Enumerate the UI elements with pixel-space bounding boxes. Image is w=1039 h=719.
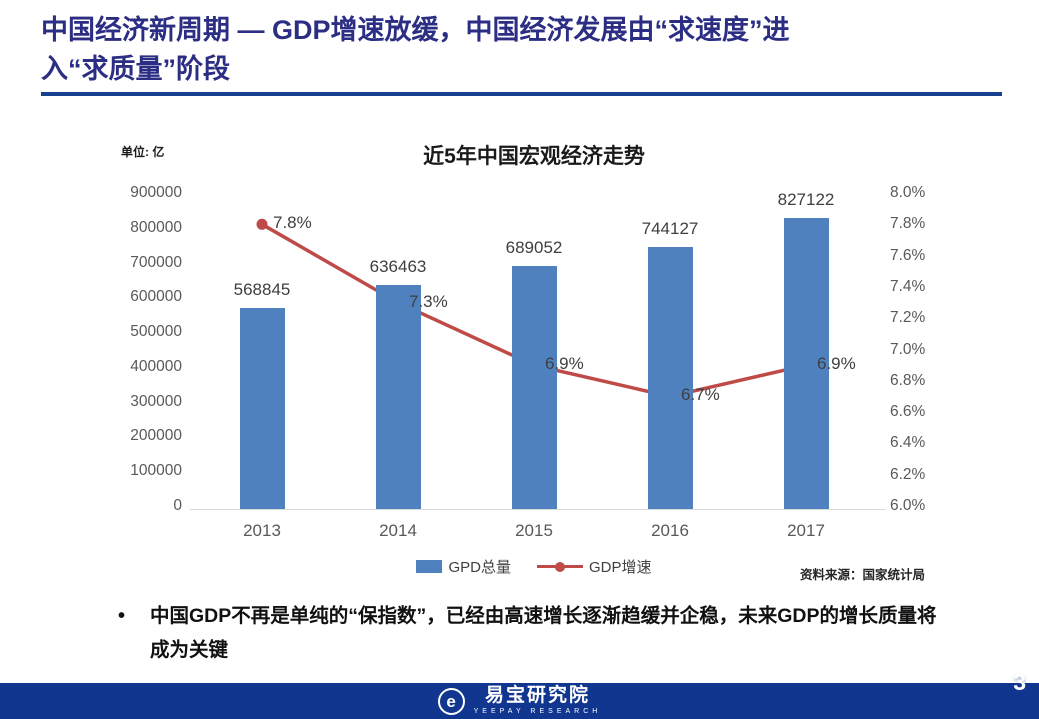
x-axis-label-2015: 2015 bbox=[515, 521, 553, 540]
y-axis-right-tick: 6.8% bbox=[890, 371, 926, 389]
y-axis-left-tick: 100000 bbox=[130, 462, 182, 480]
bullet-marker: • bbox=[118, 605, 126, 627]
x-axis-baseline bbox=[190, 509, 886, 510]
legend-bar-swatch-icon bbox=[416, 560, 443, 573]
chart-legend: GPD总量 GDP增速 bbox=[194, 556, 874, 577]
bar-value-label-2017: 827122 bbox=[777, 190, 835, 210]
y-axis-left-tick: 900000 bbox=[130, 184, 182, 201]
legend-label-gdp-total: GPD总量 bbox=[448, 559, 511, 576]
y-axis-left-tick: 400000 bbox=[130, 357, 182, 375]
y-axis-left-tick: 200000 bbox=[130, 427, 182, 445]
line-point-label-2013: 7.8% bbox=[273, 213, 312, 233]
brand-name-cn: 易宝研究院 bbox=[484, 685, 590, 706]
bar-2016 bbox=[647, 247, 693, 509]
y-axis-left-tick: 600000 bbox=[130, 288, 182, 306]
y-axis-right-tick: 8.0% bbox=[890, 184, 926, 201]
brand-block: 易宝研究院 YEEPAY RESEARCH bbox=[474, 686, 602, 716]
x-axis-label-2017: 2017 bbox=[787, 521, 825, 540]
y-axis-right-tick: 6.2% bbox=[890, 465, 926, 483]
bar-2015 bbox=[511, 266, 557, 509]
bar-value-label-2016: 744127 bbox=[641, 219, 699, 239]
yeepay-logo-icon: e bbox=[437, 687, 465, 715]
legend-line-swatch-icon bbox=[537, 561, 583, 572]
y-axis-left-tick: 800000 bbox=[130, 218, 182, 236]
title-underline bbox=[41, 92, 1002, 96]
x-axis-label-2013: 2013 bbox=[243, 521, 281, 540]
slide-title-line2: 入“求质量”阶段 bbox=[41, 54, 230, 84]
bullet-text: 中国GDP不再是单纯的“保指数”，已经由高速增长逐渐趋缓并企稳，未来GDP的增长… bbox=[150, 605, 937, 661]
y-axis-right-tick: 7.4% bbox=[890, 277, 926, 295]
bar-value-label-2014: 636463 bbox=[369, 256, 427, 276]
x-axis-label-2016: 2016 bbox=[651, 521, 689, 540]
bar-value-label-2015: 689052 bbox=[505, 238, 563, 258]
y-axis-right-tick: 6.0% bbox=[890, 497, 926, 514]
y-axis-right-tick: 6.4% bbox=[890, 434, 926, 452]
legend-item-gdp-total: GPD总量 bbox=[416, 556, 511, 577]
line-point-label-2016: 6.7% bbox=[681, 385, 720, 405]
slide-title: 中国经济新周期 — GDP增速放缓，中国经济发展由“求速度”进 入“求质量”阶段 bbox=[41, 11, 1006, 89]
bar-2017 bbox=[783, 218, 829, 509]
line-point-label-2017: 6.9% bbox=[817, 354, 856, 374]
y-axis-right-tick: 7.0% bbox=[890, 340, 926, 358]
slide-title-line1: 中国经济新周期 — GDP增速放缓，中国经济发展由“求速度”进 bbox=[41, 15, 790, 45]
brand-name-en: YEEPAY RESEARCH bbox=[473, 708, 602, 715]
chart-unit-label: 单位: 亿 bbox=[121, 145, 165, 159]
chart-title: 近5年中国宏观经济走势 bbox=[423, 145, 645, 168]
page-number: 3 bbox=[1013, 669, 1026, 695]
x-axis-label-2014: 2014 bbox=[379, 521, 417, 540]
bar-value-label-2013: 568845 bbox=[233, 280, 291, 300]
source-note: 资料来源：国家统计局 bbox=[799, 568, 925, 582]
line-point-label-2015: 6.9% bbox=[545, 354, 584, 374]
legend-label-gdp-growth: GDP增速 bbox=[589, 559, 652, 576]
y-axis-left-tick: 500000 bbox=[130, 323, 182, 341]
y-axis-right-tick: 7.8% bbox=[890, 215, 926, 233]
bar-2013 bbox=[239, 308, 285, 509]
y-axis-right-tick: 7.2% bbox=[890, 309, 926, 327]
legend-item-gdp-growth: GDP增速 bbox=[537, 556, 652, 577]
y-axis-right-tick: 7.6% bbox=[890, 246, 926, 264]
legend-line-dot-icon bbox=[555, 561, 565, 572]
line-point-2013 bbox=[256, 218, 268, 230]
line-point-label-2014: 7.3% bbox=[409, 291, 448, 311]
y-axis-left-tick: 0 bbox=[173, 497, 182, 514]
y-axis-right-tick: 6.6% bbox=[890, 403, 926, 421]
bullet-point: • 中国GDP不再是单纯的“保指数”，已经由高速增长逐渐趋缓并企稳，未来GDP的… bbox=[118, 599, 948, 667]
y-axis-left-tick: 300000 bbox=[130, 392, 182, 410]
footer-bar: e 易宝研究院 YEEPAY RESEARCH bbox=[0, 683, 1039, 719]
y-axis-left-tick: 700000 bbox=[130, 253, 182, 271]
bar-2014 bbox=[375, 284, 421, 509]
